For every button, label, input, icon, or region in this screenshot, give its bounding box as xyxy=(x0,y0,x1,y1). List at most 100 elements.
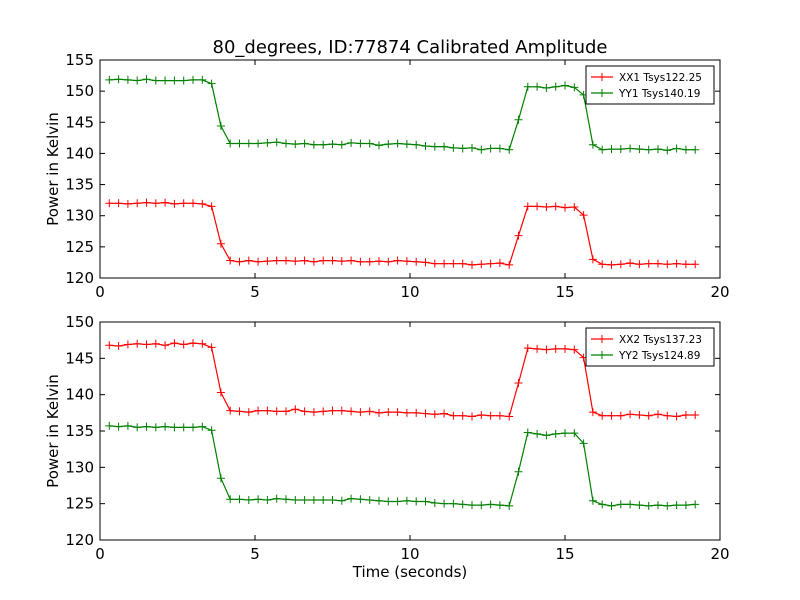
data-point xyxy=(161,76,170,85)
data-point xyxy=(458,144,467,153)
data-point xyxy=(412,408,421,417)
x-tick-label: 5 xyxy=(250,283,260,301)
data-point xyxy=(151,199,160,208)
data-point xyxy=(282,407,290,416)
data-point xyxy=(114,75,123,84)
series-2 xyxy=(105,75,700,155)
data-point xyxy=(272,138,281,147)
y-tick-label: 130 xyxy=(65,458,94,476)
data-point xyxy=(495,144,504,153)
data-point xyxy=(161,422,170,431)
data-point xyxy=(477,501,486,510)
data-point xyxy=(272,256,281,265)
data-point xyxy=(635,501,644,510)
data-point xyxy=(570,202,579,211)
data-point xyxy=(198,422,207,431)
data-point xyxy=(123,199,132,208)
data-point xyxy=(189,423,197,432)
chart-title: 80_degrees, ID:77874 Calibrated Amplitud… xyxy=(213,37,608,58)
data-point xyxy=(189,339,197,348)
data-point xyxy=(319,140,328,149)
data-point xyxy=(356,495,365,504)
data-point xyxy=(254,406,263,415)
data-point xyxy=(542,84,551,93)
data-point xyxy=(430,498,439,507)
data-point xyxy=(207,79,216,88)
subplot-1: 0 5 10 15 20 120 125 130 135 140 145 150 155 Power in… xyxy=(44,51,730,301)
data-point xyxy=(226,256,235,265)
data-point xyxy=(477,145,486,154)
data-point xyxy=(328,406,337,415)
data-point xyxy=(421,497,430,506)
data-point xyxy=(607,501,616,510)
data-point xyxy=(384,257,393,266)
data-point xyxy=(616,411,625,420)
data-point xyxy=(468,143,476,152)
data-point xyxy=(421,141,430,150)
data-point xyxy=(123,75,132,84)
data-point xyxy=(663,411,672,420)
data-point xyxy=(533,202,542,211)
data-point xyxy=(161,341,170,350)
data-point xyxy=(105,421,114,430)
data-point xyxy=(179,423,188,432)
data-point xyxy=(412,140,421,149)
data-point xyxy=(309,140,318,149)
data-point xyxy=(142,422,151,431)
data-point xyxy=(356,408,365,417)
data-point xyxy=(337,406,346,415)
data-point xyxy=(309,257,318,266)
data-point xyxy=(514,115,523,124)
data-point xyxy=(198,199,207,208)
data-point xyxy=(663,146,672,155)
data-point xyxy=(105,75,114,84)
data-point xyxy=(468,412,476,421)
y-axis-label: Power in Kelvin xyxy=(44,374,62,488)
data-point xyxy=(151,423,160,432)
data-point xyxy=(570,83,579,92)
data-point xyxy=(495,501,504,510)
data-point xyxy=(179,199,188,208)
legend-marker xyxy=(598,89,606,97)
series-1 xyxy=(105,198,700,269)
data-point xyxy=(402,496,411,505)
data-point xyxy=(430,259,439,268)
data-point xyxy=(468,260,476,269)
data-point xyxy=(254,139,263,148)
data-point xyxy=(440,499,449,508)
data-point xyxy=(356,257,365,266)
data-point xyxy=(235,139,244,148)
series-line xyxy=(109,78,696,151)
data-point xyxy=(114,341,123,350)
data-point xyxy=(133,339,142,348)
data-point xyxy=(681,145,690,154)
data-point xyxy=(523,344,532,353)
data-point xyxy=(681,411,690,420)
data-point xyxy=(663,501,672,510)
data-point xyxy=(254,257,263,266)
legend-marker xyxy=(598,351,606,359)
data-point xyxy=(644,259,653,268)
data-point xyxy=(244,496,253,505)
data-point xyxy=(588,255,597,264)
data-point xyxy=(337,496,346,505)
data-point xyxy=(309,496,318,505)
series-line xyxy=(109,425,696,507)
legend: XX2 Tsys137.23 YY2 Tsys124.89 xyxy=(585,327,715,367)
x-tick-label: 15 xyxy=(555,545,574,563)
data-point xyxy=(198,339,207,348)
data-point xyxy=(198,75,207,84)
data-point xyxy=(542,202,551,211)
legend-box xyxy=(585,65,715,105)
data-point xyxy=(616,260,625,269)
data-point xyxy=(505,145,514,154)
data-point xyxy=(263,138,272,147)
data-point xyxy=(570,345,579,354)
data-point xyxy=(216,239,225,248)
data-point xyxy=(672,412,681,421)
data-point xyxy=(626,410,635,419)
data-point xyxy=(542,431,551,440)
data-point xyxy=(468,501,476,510)
y-tick-label: 120 xyxy=(65,531,94,549)
data-point xyxy=(393,408,402,417)
